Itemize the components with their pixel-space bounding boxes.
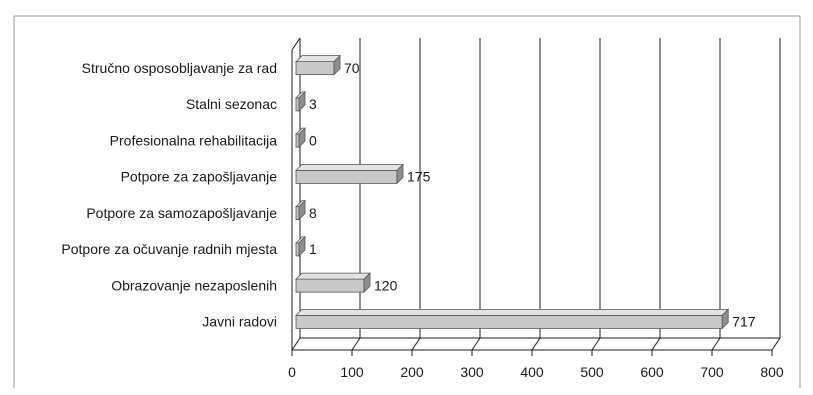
category-label: Obrazovanje nezaposlenih bbox=[111, 277, 277, 293]
category-label: Potpore za samozapošljavanje bbox=[86, 205, 277, 221]
floor-gridline-100 bbox=[351, 337, 361, 351]
floor-gridline-500 bbox=[591, 337, 601, 351]
bar-5 bbox=[295, 199, 306, 221]
x-tick-label: 100 bbox=[340, 364, 364, 380]
bar-front bbox=[295, 169, 398, 184]
x-tick-label: 200 bbox=[400, 364, 424, 380]
floor-gridline-400 bbox=[531, 337, 541, 351]
x-tick-label: 0 bbox=[288, 364, 296, 380]
data-label: 175 bbox=[407, 169, 431, 185]
bar-top bbox=[295, 55, 341, 63]
category-labels: Stručno osposobljavanje za rad Stalni sez… bbox=[61, 60, 277, 330]
bar-end bbox=[363, 272, 371, 294]
x-tick-label: 400 bbox=[520, 364, 544, 380]
data-label: 3 bbox=[309, 96, 317, 112]
floor-gridline-800 bbox=[771, 337, 781, 351]
category-label: Stručno osposobljavanje za rad bbox=[82, 60, 277, 76]
bar-front bbox=[295, 206, 300, 221]
category-label: Potpore za zapošljavanje bbox=[121, 169, 278, 185]
floor-gridline-300 bbox=[471, 337, 481, 351]
floor-gridline-700 bbox=[711, 337, 721, 351]
x-tick-label: 700 bbox=[700, 364, 724, 380]
floor-gridline-600 bbox=[651, 337, 661, 351]
bar-end bbox=[721, 308, 729, 330]
data-label: 70 bbox=[344, 60, 360, 76]
bar-front bbox=[295, 133, 300, 148]
category-label: Javni radovi bbox=[202, 314, 277, 330]
bar-4 bbox=[295, 163, 404, 185]
bar-end bbox=[333, 54, 341, 76]
bar-end bbox=[298, 127, 306, 149]
x-tick-label: 500 bbox=[580, 364, 604, 380]
x-tick-label: 600 bbox=[640, 364, 664, 380]
x-tick-labels: 0 100 200 300 400 500 600 700 800 bbox=[288, 364, 784, 380]
data-label: 0 bbox=[309, 132, 317, 148]
bar-end bbox=[396, 163, 404, 185]
bar-top bbox=[295, 308, 730, 316]
bar-top bbox=[295, 272, 371, 280]
floor-gridline-200 bbox=[411, 337, 421, 351]
data-label: 120 bbox=[374, 277, 398, 293]
frame-lines bbox=[13, 15, 801, 388]
data-labels: 70 3 0 175 8 1 120 717 bbox=[309, 60, 756, 330]
category-label: Stalni sezonac bbox=[186, 96, 277, 112]
bar-2 bbox=[295, 90, 306, 112]
bar-top bbox=[295, 163, 404, 171]
data-label: 717 bbox=[732, 314, 756, 330]
category-label: Potpore za očuvanje radnih mjesta bbox=[61, 241, 277, 257]
x-tick-label: 300 bbox=[460, 364, 484, 380]
bar-end bbox=[298, 90, 306, 112]
bar-front bbox=[295, 97, 300, 112]
bar-8 bbox=[295, 308, 730, 330]
bar-1 bbox=[295, 54, 341, 76]
data-label: 8 bbox=[309, 205, 317, 221]
data-label: 1 bbox=[309, 241, 317, 257]
side-wall-top-edge bbox=[291, 37, 301, 51]
bars bbox=[295, 54, 730, 330]
bar-3 bbox=[295, 127, 306, 149]
bar-front bbox=[295, 61, 335, 76]
bar-front bbox=[295, 242, 300, 257]
bar-6 bbox=[295, 235, 306, 257]
gridlines bbox=[291, 37, 781, 356]
bar-end bbox=[298, 235, 306, 257]
bar-front bbox=[295, 314, 723, 329]
bar-7 bbox=[295, 272, 371, 294]
floor-gridline-0 bbox=[291, 337, 301, 351]
category-label: Profesionalna rehabilitacija bbox=[110, 132, 278, 148]
x-tick-label: 800 bbox=[760, 364, 784, 380]
bar-end bbox=[298, 199, 306, 221]
bar-front bbox=[295, 278, 365, 293]
